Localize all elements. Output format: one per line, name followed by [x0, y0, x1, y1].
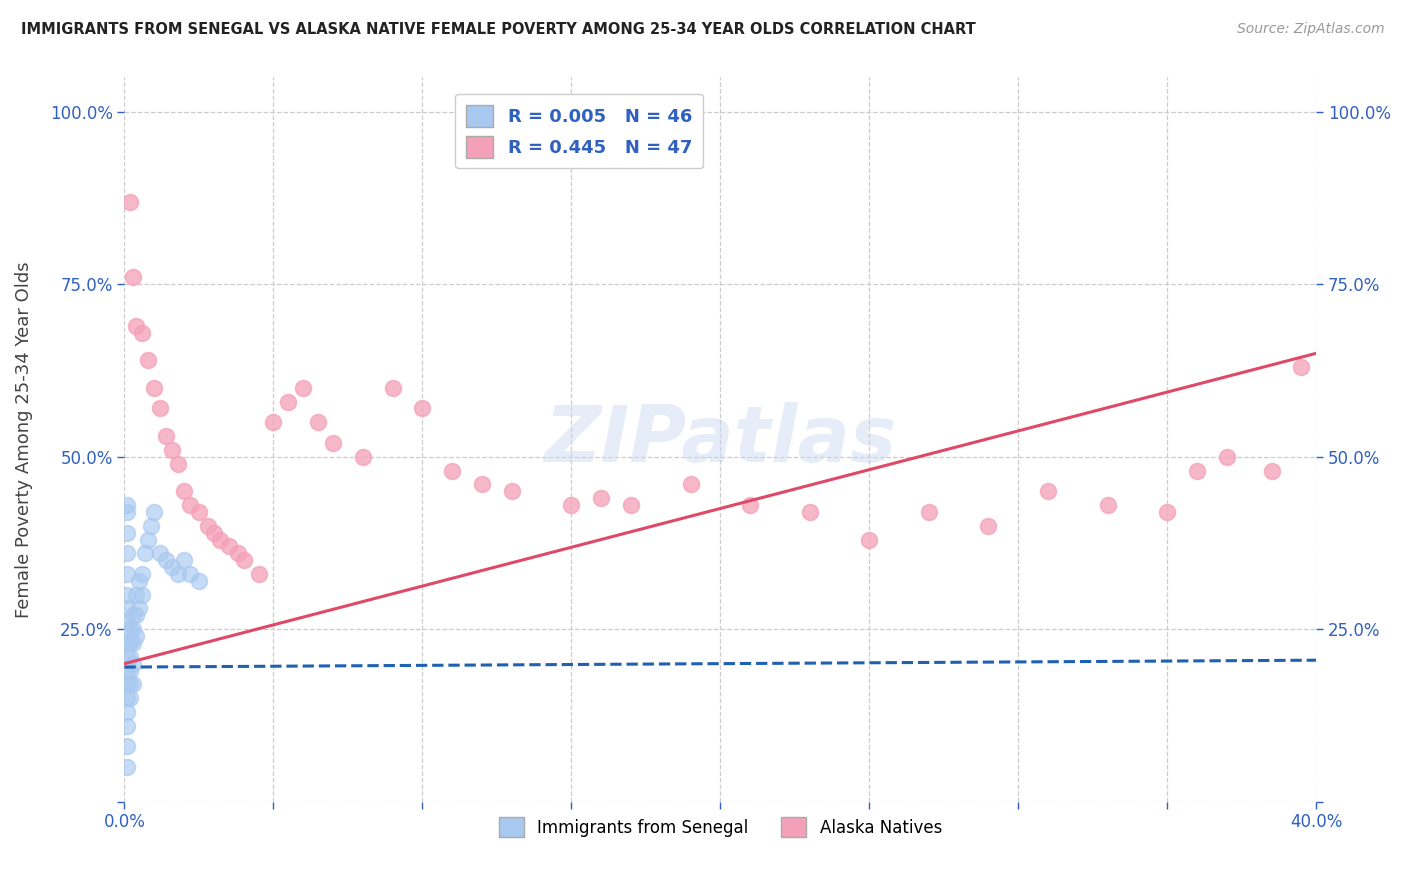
- Point: [858, 533, 880, 547]
- Point: [188, 505, 211, 519]
- Point: [322, 436, 344, 450]
- Point: [143, 505, 166, 519]
- Point: [125, 588, 148, 602]
- Point: [560, 498, 582, 512]
- Point: [188, 574, 211, 588]
- Point: [120, 636, 142, 650]
- Point: [122, 636, 145, 650]
- Point: [277, 394, 299, 409]
- Point: [441, 464, 464, 478]
- Point: [173, 484, 195, 499]
- Point: [292, 381, 315, 395]
- Point: [117, 636, 139, 650]
- Point: [799, 505, 821, 519]
- Point: [381, 381, 404, 395]
- Point: [1260, 464, 1282, 478]
- Point: [136, 533, 159, 547]
- Point: [122, 677, 145, 691]
- Point: [141, 518, 163, 533]
- Point: [120, 622, 142, 636]
- Point: [117, 601, 139, 615]
- Point: [117, 525, 139, 540]
- Point: [128, 601, 150, 615]
- Y-axis label: Female Poverty Among 25-34 Year Olds: Female Poverty Among 25-34 Year Olds: [15, 261, 32, 618]
- Point: [117, 677, 139, 691]
- Point: [918, 505, 941, 519]
- Point: [1036, 484, 1059, 499]
- Point: [173, 553, 195, 567]
- Point: [128, 574, 150, 588]
- Point: [179, 566, 201, 581]
- Point: [155, 429, 177, 443]
- Point: [160, 442, 183, 457]
- Point: [117, 498, 139, 512]
- Point: [120, 677, 142, 691]
- Point: [120, 664, 142, 678]
- Point: [117, 566, 139, 581]
- Text: IMMIGRANTS FROM SENEGAL VS ALASKA NATIVE FEMALE POVERTY AMONG 25-34 YEAR OLDS CO: IMMIGRANTS FROM SENEGAL VS ALASKA NATIVE…: [21, 22, 976, 37]
- Point: [197, 518, 219, 533]
- Point: [352, 450, 374, 464]
- Point: [117, 505, 139, 519]
- Point: [501, 484, 523, 499]
- Point: [117, 760, 139, 774]
- Point: [131, 566, 153, 581]
- Point: [117, 719, 139, 733]
- Point: [218, 540, 240, 554]
- Point: [149, 546, 172, 560]
- Point: [977, 518, 1000, 533]
- Point: [202, 525, 225, 540]
- Point: [591, 491, 613, 505]
- Point: [160, 560, 183, 574]
- Point: [620, 498, 643, 512]
- Text: Source: ZipAtlas.com: Source: ZipAtlas.com: [1237, 22, 1385, 37]
- Point: [122, 622, 145, 636]
- Point: [125, 629, 148, 643]
- Point: [125, 608, 148, 623]
- Point: [232, 553, 254, 567]
- Point: [117, 739, 139, 754]
- Point: [307, 415, 329, 429]
- Point: [122, 270, 145, 285]
- Point: [120, 691, 142, 706]
- Point: [131, 588, 153, 602]
- Point: [117, 546, 139, 560]
- Point: [136, 353, 159, 368]
- Point: [117, 615, 139, 630]
- Point: [117, 705, 139, 719]
- Point: [226, 546, 249, 560]
- Point: [740, 498, 762, 512]
- Point: [167, 566, 190, 581]
- Point: [117, 691, 139, 706]
- Point: [471, 477, 494, 491]
- Point: [134, 546, 156, 560]
- Point: [262, 415, 284, 429]
- Point: [155, 553, 177, 567]
- Point: [131, 326, 153, 340]
- Point: [1156, 505, 1178, 519]
- Point: [167, 457, 190, 471]
- Point: [1216, 450, 1239, 464]
- Point: [143, 381, 166, 395]
- Point: [122, 608, 145, 623]
- Point: [1185, 464, 1208, 478]
- Point: [117, 588, 139, 602]
- Point: [247, 566, 270, 581]
- Point: [679, 477, 702, 491]
- Point: [120, 194, 142, 209]
- Point: [120, 649, 142, 664]
- Legend: Immigrants from Senegal, Alaska Natives: Immigrants from Senegal, Alaska Natives: [492, 810, 949, 844]
- Point: [117, 664, 139, 678]
- Point: [1097, 498, 1119, 512]
- Point: [125, 318, 148, 333]
- Point: [122, 657, 145, 671]
- Point: [149, 401, 172, 416]
- Point: [179, 498, 201, 512]
- Point: [208, 533, 231, 547]
- Point: [411, 401, 433, 416]
- Point: [117, 649, 139, 664]
- Point: [1291, 360, 1313, 375]
- Text: ZIPatlas: ZIPatlas: [544, 401, 897, 477]
